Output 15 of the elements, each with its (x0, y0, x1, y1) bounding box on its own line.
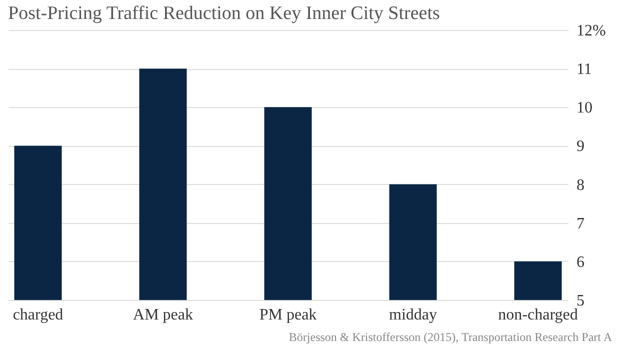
y-tick-label: 7 (576, 215, 584, 232)
y-tick-label: 6 (576, 254, 584, 271)
x-tick-label: non-charged (498, 306, 578, 324)
x-tick-label: charged (12, 306, 64, 324)
y-tick-label: 8 (576, 176, 584, 194)
y-tick-label: 11 (576, 61, 592, 78)
y-tick-label: 12% (576, 22, 606, 40)
x-tick-label: AM peak (133, 306, 193, 324)
y-tick-label: 9 (576, 138, 584, 156)
chart-title: Post-Pricing Traffic Reduction on Key Inner City Streets (8, 3, 440, 25)
x-tick-label: midday (389, 306, 437, 324)
y-tick-label: 10 (576, 100, 592, 117)
text: Börjesson & Kristoffersson (2015), Transportation Research Part A (288, 330, 612, 345)
y-tick-label: 5 (576, 292, 584, 310)
x-tick-label: PM peak (259, 306, 317, 324)
